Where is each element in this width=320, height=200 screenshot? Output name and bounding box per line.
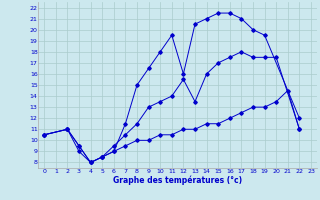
- X-axis label: Graphe des températures (°c): Graphe des températures (°c): [113, 175, 242, 185]
